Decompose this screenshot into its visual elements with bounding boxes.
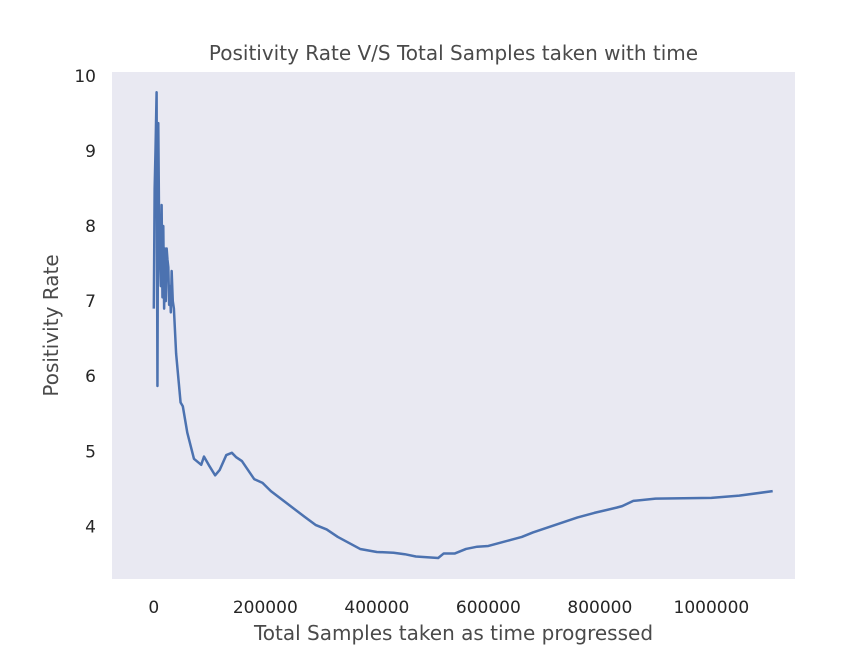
y-axis-label: Positivity Rate (39, 254, 63, 396)
y-tick-label: 6 (85, 367, 96, 387)
x-tick-label: 0 (148, 598, 159, 618)
y-tick-label: 4 (85, 517, 96, 537)
x-tick-label: 1000000 (674, 598, 750, 618)
y-tick-label: 5 (85, 442, 96, 462)
x-axis-ticks: 0 200000 400000 600000 800000 1000000 (148, 598, 749, 618)
series-line (152, 91, 773, 560)
x-axis-label: Total Samples taken as time progressed (253, 621, 653, 645)
y-axis-ticks: 4 5 6 7 8 9 10 (74, 67, 96, 538)
y-tick-label: 9 (85, 142, 96, 162)
y-tick-label: 8 (85, 217, 96, 237)
series-layer (152, 91, 773, 560)
y-tick-label: 10 (74, 67, 96, 87)
x-tick-label: 400000 (344, 598, 409, 618)
x-tick-label: 800000 (567, 598, 632, 618)
x-tick-label: 200000 (233, 598, 298, 618)
y-tick-label: 7 (85, 292, 96, 312)
x-tick-label: 600000 (456, 598, 521, 618)
chart-title: Positivity Rate V/S Total Samples taken … (209, 41, 698, 65)
plot-area (112, 72, 795, 579)
